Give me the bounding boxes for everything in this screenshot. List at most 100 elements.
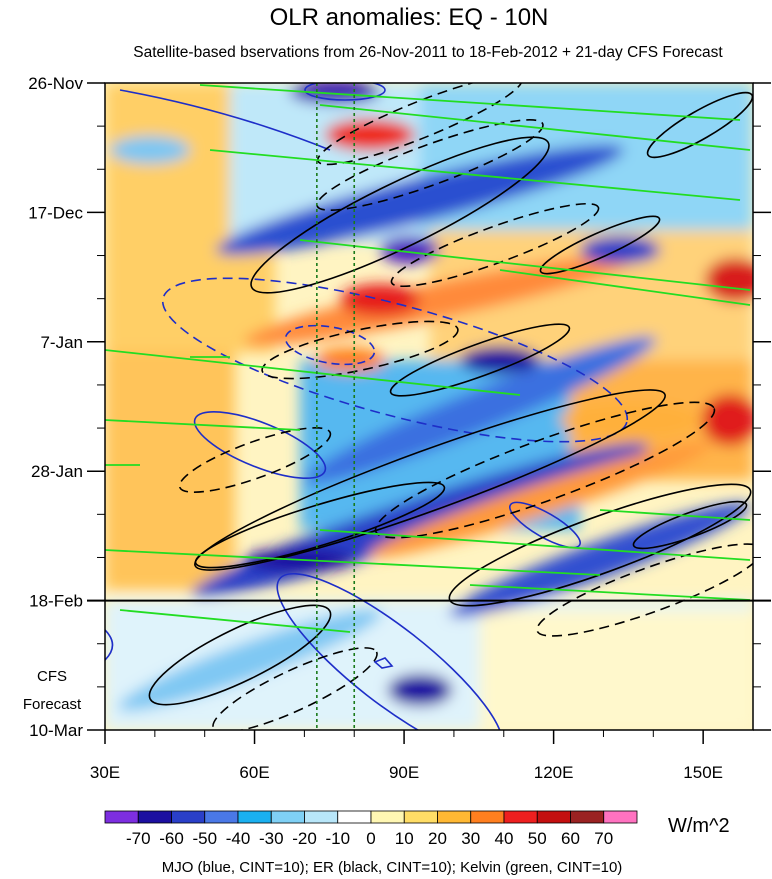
colorbar-swatch bbox=[337, 810, 372, 824]
colorbar-swatch bbox=[137, 810, 172, 824]
colorbar-swatch bbox=[304, 810, 339, 824]
er-contour bbox=[316, 119, 544, 211]
mjo-contours bbox=[105, 83, 629, 730]
chart-subtitle: Satellite-based bservations from 26-Nov-… bbox=[133, 44, 723, 61]
anomaly-region bbox=[244, 254, 636, 346]
colorbar-label: 50 bbox=[528, 829, 547, 848]
kelvin-contour bbox=[199, 84, 741, 121]
colorbar-label: -10 bbox=[325, 829, 350, 848]
plot-area bbox=[105, 83, 753, 730]
colorbar-label: 60 bbox=[561, 829, 580, 848]
colorbar-swatch bbox=[104, 810, 139, 824]
colorbar-unit: W/m^2 bbox=[668, 815, 730, 837]
x-tick-label: 60E bbox=[239, 763, 269, 782]
kelvin-contour bbox=[105, 549, 601, 576]
er-contour bbox=[539, 215, 661, 275]
colorbar-label: -50 bbox=[192, 829, 217, 848]
y-tick-label: 7-Jan bbox=[40, 333, 83, 352]
y-tick-label: 28-Jan bbox=[31, 462, 83, 481]
colorbar-label: -30 bbox=[259, 829, 284, 848]
kelvin-contours bbox=[105, 84, 751, 633]
anomaly-cell bbox=[380, 236, 440, 264]
er-contour bbox=[632, 500, 748, 550]
er-contour bbox=[536, 543, 753, 637]
anomaly-cell bbox=[315, 348, 385, 372]
colorbar bbox=[104, 810, 638, 824]
colorbar-swatch bbox=[171, 810, 206, 824]
anomaly-cell bbox=[325, 119, 415, 151]
mjo-contour bbox=[509, 501, 581, 549]
forecast-label-line2: Forecast bbox=[23, 696, 82, 713]
er-contour bbox=[389, 323, 571, 397]
colorbar-swatch bbox=[370, 810, 405, 824]
colorbar-swatch bbox=[603, 810, 638, 824]
anomaly-cell bbox=[110, 136, 190, 164]
plot-frame bbox=[104, 82, 754, 731]
colorbar-swatch bbox=[204, 810, 239, 824]
colorbar-label: -70 bbox=[126, 829, 151, 848]
er-contour bbox=[212, 647, 378, 730]
colorbar-label: 70 bbox=[594, 829, 613, 848]
colorbar-swatch bbox=[437, 810, 472, 824]
kelvin-contour bbox=[599, 509, 751, 521]
mjo-contour bbox=[119, 89, 331, 151]
colorbar-label: 40 bbox=[495, 829, 514, 848]
x-tick-label: 90E bbox=[389, 763, 419, 782]
er-contour bbox=[148, 604, 332, 706]
kelvin-contour bbox=[105, 419, 301, 431]
y-axis: 26-Nov 17-Dec 7-Jan 28-Jan 18-Feb 10-Mar bbox=[28, 74, 771, 740]
mjo-contour bbox=[105, 629, 114, 661]
colorbar-swatch bbox=[503, 810, 538, 824]
y-tick-label: 10-Mar bbox=[29, 721, 83, 740]
x-tick-label: 150E bbox=[683, 763, 723, 782]
colorbar-label: -60 bbox=[159, 829, 184, 848]
x-tick-label: 30E bbox=[90, 763, 120, 782]
anomaly-region bbox=[303, 336, 657, 484]
colorbar-label: -40 bbox=[226, 829, 251, 848]
anomaly-cell bbox=[388, 674, 452, 706]
anomaly-region bbox=[480, 610, 753, 730]
mjo-contour bbox=[373, 657, 394, 669]
kelvin-contour bbox=[319, 529, 751, 561]
mjo-contour bbox=[284, 324, 376, 366]
er-contour bbox=[194, 481, 446, 569]
er-contours bbox=[148, 83, 753, 730]
kelvin-contour bbox=[105, 349, 521, 396]
er-contour bbox=[178, 427, 332, 493]
anomaly-cell bbox=[560, 402, 700, 438]
colorbar-label: 0 bbox=[366, 829, 375, 848]
chart-title: OLR anomalies: EQ - 10N bbox=[270, 4, 549, 31]
colorbar-swatch bbox=[237, 810, 272, 824]
colorbar-label: 30 bbox=[461, 829, 480, 848]
x-tick-label: 120E bbox=[534, 763, 574, 782]
er-contour bbox=[194, 389, 666, 571]
kelvin-contour bbox=[319, 104, 751, 151]
anomaly-region bbox=[118, 609, 382, 711]
mjo-contour bbox=[193, 410, 327, 480]
forecast-label-line1: CFS bbox=[37, 668, 67, 685]
colorbar-swatch bbox=[403, 810, 438, 824]
kelvin-contour bbox=[299, 239, 751, 291]
anomaly-cell bbox=[460, 346, 540, 374]
colorbar-label: 20 bbox=[428, 829, 447, 848]
er-contour bbox=[316, 83, 524, 166]
contour-legend: MJO (blue, CINT=10); ER (black, CINT=10)… bbox=[162, 859, 623, 876]
anomaly-cell bbox=[705, 258, 753, 302]
er-contour bbox=[261, 320, 459, 380]
anomaly-cell bbox=[340, 284, 420, 316]
y-tick-label: 26-Nov bbox=[28, 74, 83, 93]
kelvin-contour bbox=[209, 149, 741, 201]
y-tick-label: 17-Dec bbox=[28, 203, 83, 222]
colorbar-label: -20 bbox=[292, 829, 317, 848]
mjo-contour bbox=[304, 83, 386, 101]
y-tick-label: 18-Feb bbox=[29, 592, 83, 611]
kelvin-contour bbox=[119, 609, 351, 633]
colorbar-label: 10 bbox=[395, 829, 414, 848]
mjo-contour bbox=[161, 277, 629, 443]
colorbar-swatch bbox=[470, 810, 505, 824]
colorbar-swatch bbox=[270, 810, 305, 824]
er-contour bbox=[374, 401, 716, 539]
er-contour bbox=[646, 91, 753, 159]
colorbar-labels: -70 -60 -50 -40 -30 -20 -10 0 10 20 30 40 50 60 70 bbox=[126, 829, 613, 848]
